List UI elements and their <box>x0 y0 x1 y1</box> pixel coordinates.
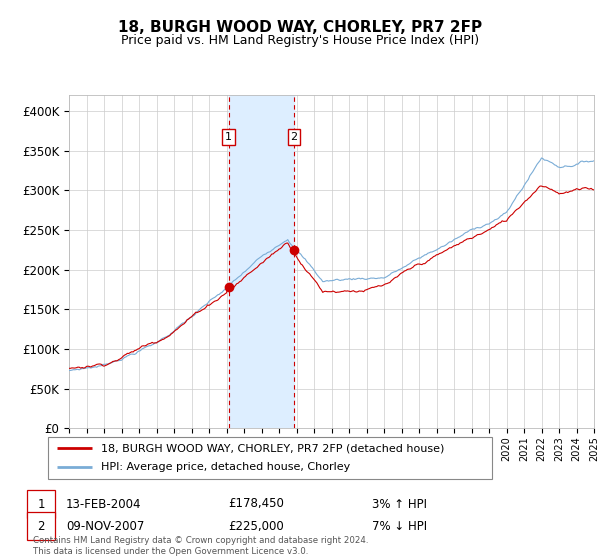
Text: 18, BURGH WOOD WAY, CHORLEY, PR7 2FP: 18, BURGH WOOD WAY, CHORLEY, PR7 2FP <box>118 20 482 35</box>
Bar <box>229 95 294 428</box>
Text: Price paid vs. HM Land Registry's House Price Index (HPI): Price paid vs. HM Land Registry's House … <box>121 34 479 46</box>
Text: HPI: Average price, detached house, Chorley: HPI: Average price, detached house, Chor… <box>101 463 350 473</box>
Text: £178,450: £178,450 <box>228 497 284 511</box>
Text: 13-FEB-2004: 13-FEB-2004 <box>66 497 142 511</box>
FancyBboxPatch shape <box>48 437 492 479</box>
Text: 3% ↑ HPI: 3% ↑ HPI <box>372 497 427 511</box>
Text: 1: 1 <box>37 497 45 511</box>
Text: 2: 2 <box>290 132 298 142</box>
Text: 09-NOV-2007: 09-NOV-2007 <box>66 520 145 533</box>
Text: Contains HM Land Registry data © Crown copyright and database right 2024.
This d: Contains HM Land Registry data © Crown c… <box>33 536 368 556</box>
Text: 18, BURGH WOOD WAY, CHORLEY, PR7 2FP (detached house): 18, BURGH WOOD WAY, CHORLEY, PR7 2FP (de… <box>101 443 445 453</box>
Text: 7% ↓ HPI: 7% ↓ HPI <box>372 520 427 533</box>
Text: 2: 2 <box>37 520 45 533</box>
Text: 1: 1 <box>225 132 232 142</box>
Text: £225,000: £225,000 <box>228 520 284 533</box>
